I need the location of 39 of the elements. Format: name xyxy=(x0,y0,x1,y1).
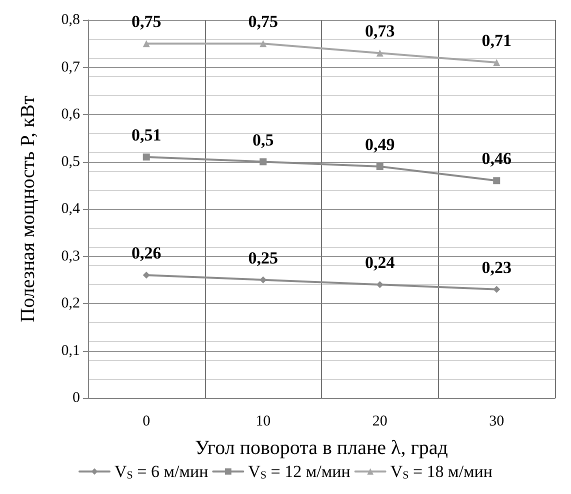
point xyxy=(260,158,267,166)
x-tick-label: 0 xyxy=(142,414,150,430)
data-label: 0,73 xyxy=(365,22,395,41)
data-label: 0,26 xyxy=(132,244,162,263)
point xyxy=(142,40,150,48)
data-label: 0,75 xyxy=(132,12,162,32)
point xyxy=(142,154,150,161)
y-tick-label: 0,3 xyxy=(61,248,80,264)
data-label: 0,49 xyxy=(365,134,395,154)
point xyxy=(376,281,384,288)
point xyxy=(376,50,384,57)
x-axis-title: Угол поворота в плане λ, град xyxy=(195,437,448,459)
point xyxy=(260,40,267,48)
point xyxy=(260,276,267,284)
data-label: 0,71 xyxy=(482,31,512,50)
point xyxy=(493,177,500,184)
x-tick-label: 30 xyxy=(489,414,504,430)
y-tick-label: 0,8 xyxy=(61,12,80,28)
point xyxy=(376,162,384,170)
point xyxy=(142,272,150,279)
y-axis-title: Полезная мощность P, кВт xyxy=(17,95,39,322)
y-tick-label: 0 xyxy=(72,390,80,406)
data-label: 0,23 xyxy=(482,258,512,277)
y-tick-label: 0,2 xyxy=(61,296,80,312)
x-tick-label: 10 xyxy=(256,414,271,430)
y-tick-label: 0,5 xyxy=(61,154,80,170)
point xyxy=(493,286,500,293)
data-label: 0,5 xyxy=(252,130,274,150)
y-tick-label: 0,6 xyxy=(61,106,80,122)
y-tick-label: 0,4 xyxy=(61,201,80,217)
data-label: 0,46 xyxy=(482,149,512,168)
y-tick-label: 0,7 xyxy=(61,59,80,76)
data-label: 0,24 xyxy=(365,253,396,272)
point xyxy=(493,59,500,66)
data-label: 0,75 xyxy=(248,12,278,32)
y-tick-label: 0,1 xyxy=(61,342,80,359)
data-label: 0,51 xyxy=(132,126,162,145)
data-label: 0,25 xyxy=(248,248,278,268)
x-tick-label: 20 xyxy=(372,414,388,430)
